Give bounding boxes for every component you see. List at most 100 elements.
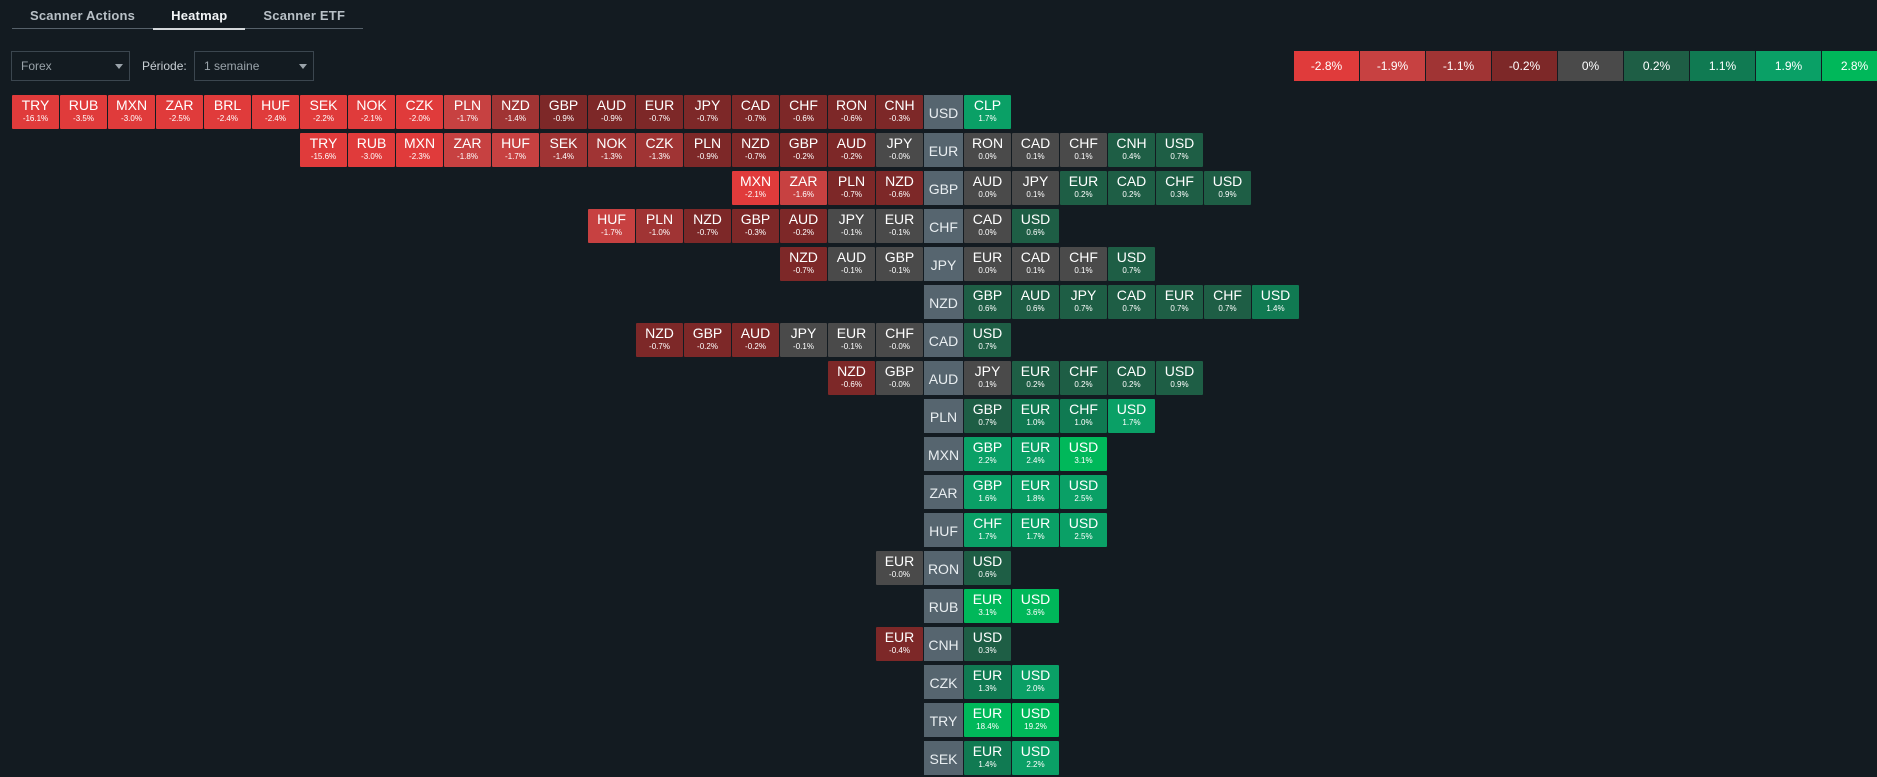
heatmap-cell[interactable]: CHF 1.0% — [1060, 399, 1107, 433]
heatmap-cell[interactable]: SEK -2.2% — [300, 95, 347, 129]
heatmap-cell[interactable]: EUR -0.0% — [876, 551, 923, 585]
heatmap-cell[interactable]: TRY -15.6% — [300, 133, 347, 167]
heatmap-cell[interactable]: SEK -1.4% — [540, 133, 587, 167]
heatmap-cell[interactable]: JPY 0.7% — [1060, 285, 1107, 319]
heatmap-cell[interactable]: NZD -0.6% — [828, 361, 875, 395]
heatmap-cell[interactable]: JPY -0.1% — [828, 209, 875, 243]
heatmap-cell[interactable]: CNH -0.3% — [876, 95, 923, 129]
heatmap-cell[interactable]: USD 0.3% — [964, 627, 1011, 661]
heatmap-cell[interactable]: HUF -2.4% — [252, 95, 299, 129]
heatmap-cell[interactable]: RUB -3.0% — [348, 133, 395, 167]
heatmap-cell[interactable]: EUR -0.1% — [828, 323, 875, 357]
heatmap-cell[interactable]: NZD -0.7% — [732, 133, 779, 167]
heatmap-cell[interactable]: USD 0.6% — [964, 551, 1011, 585]
heatmap-cell[interactable]: GBP -0.3% — [732, 209, 779, 243]
heatmap-cell[interactable]: PLN -0.9% — [684, 133, 731, 167]
heatmap-cell[interactable]: CHF 0.3% — [1156, 171, 1203, 205]
heatmap-cell[interactable]: EUR 18.4% — [964, 703, 1011, 737]
heatmap-cell[interactable]: PLN -1.0% — [636, 209, 683, 243]
heatmap-cell[interactable]: MXN -2.1% — [732, 171, 779, 205]
period-select[interactable]: 1 semaine — [194, 51, 314, 81]
heatmap-cell[interactable]: GBP -0.1% — [876, 247, 923, 281]
heatmap-cell[interactable]: EUR 3.1% — [964, 589, 1011, 623]
heatmap-cell[interactable]: ZAR -2.5% — [156, 95, 203, 129]
heatmap-cell[interactable]: USD 2.5% — [1060, 513, 1107, 547]
heatmap-cell[interactable]: NZD -0.7% — [684, 209, 731, 243]
heatmap-cell[interactable]: GBP 2.2% — [964, 437, 1011, 471]
heatmap-cell[interactable]: EUR 0.2% — [1060, 171, 1107, 205]
heatmap-cell[interactable]: CAD 0.2% — [1108, 171, 1155, 205]
heatmap-cell[interactable]: USD 0.7% — [964, 323, 1011, 357]
heatmap-cell[interactable]: CNH 0.4% — [1108, 133, 1155, 167]
heatmap-cell[interactable]: GBP 0.7% — [964, 399, 1011, 433]
heatmap-cell[interactable]: GBP 1.6% — [964, 475, 1011, 509]
heatmap-cell[interactable]: CHF -0.0% — [876, 323, 923, 357]
heatmap-cell[interactable]: EUR 0.7% — [1156, 285, 1203, 319]
heatmap-cell[interactable]: EUR -0.1% — [876, 209, 923, 243]
heatmap-cell[interactable]: RUB -3.5% — [60, 95, 107, 129]
tab-scanner-actions[interactable]: Scanner Actions — [30, 8, 136, 23]
heatmap-cell[interactable]: CAD 0.1% — [1012, 247, 1059, 281]
heatmap-cell[interactable]: USD 19.2% — [1012, 703, 1059, 737]
heatmap-cell[interactable]: HUF -1.7% — [588, 209, 635, 243]
heatmap-cell[interactable]: EUR 1.4% — [964, 741, 1011, 775]
tab-heatmap[interactable]: Heatmap — [153, 0, 246, 30]
heatmap-cell[interactable]: USD 2.2% — [1012, 741, 1059, 775]
heatmap-cell[interactable]: NZD -0.7% — [636, 323, 683, 357]
heatmap-cell[interactable]: CHF 0.1% — [1060, 133, 1107, 167]
heatmap-cell[interactable]: BRL -2.4% — [204, 95, 251, 129]
heatmap-cell[interactable]: AUD -0.2% — [780, 209, 827, 243]
heatmap-cell[interactable]: USD 2.0% — [1012, 665, 1059, 699]
heatmap-cell[interactable]: CAD 0.2% — [1108, 361, 1155, 395]
market-select[interactable]: Forex — [11, 51, 130, 81]
heatmap-cell[interactable]: CZK -1.3% — [636, 133, 683, 167]
heatmap-cell[interactable]: MXN -2.3% — [396, 133, 443, 167]
heatmap-cell[interactable]: NZD -0.6% — [876, 171, 923, 205]
heatmap-cell[interactable]: AUD -0.2% — [828, 133, 875, 167]
heatmap-cell[interactable]: USD 0.9% — [1156, 361, 1203, 395]
heatmap-cell[interactable]: ZAR -1.6% — [780, 171, 827, 205]
heatmap-cell[interactable]: EUR 0.2% — [1012, 361, 1059, 395]
heatmap-cell[interactable]: CZK -2.0% — [396, 95, 443, 129]
heatmap-cell[interactable]: GBP -0.9% — [540, 95, 587, 129]
heatmap-cell[interactable]: EUR 1.0% — [1012, 399, 1059, 433]
heatmap-cell[interactable]: CHF 0.1% — [1060, 247, 1107, 281]
heatmap-cell[interactable]: EUR -0.7% — [636, 95, 683, 129]
heatmap-cell[interactable]: NOK -1.3% — [588, 133, 635, 167]
heatmap-cell[interactable]: EUR 0.0% — [964, 247, 1011, 281]
heatmap-cell[interactable]: JPY 0.1% — [1012, 171, 1059, 205]
heatmap-cell[interactable]: CAD 0.7% — [1108, 285, 1155, 319]
heatmap-cell[interactable]: CHF 1.7% — [964, 513, 1011, 547]
heatmap-cell[interactable]: PLN -0.7% — [828, 171, 875, 205]
heatmap-cell[interactable]: GBP 0.6% — [964, 285, 1011, 319]
heatmap-cell[interactable]: AUD -0.9% — [588, 95, 635, 129]
heatmap-cell[interactable]: PLN -1.7% — [444, 95, 491, 129]
heatmap-cell[interactable]: CLP 1.7% — [964, 95, 1011, 129]
heatmap-cell[interactable]: CAD -0.7% — [732, 95, 779, 129]
heatmap-cell[interactable]: NOK -2.1% — [348, 95, 395, 129]
heatmap-cell[interactable]: EUR 1.7% — [1012, 513, 1059, 547]
heatmap-cell[interactable]: USD 1.7% — [1108, 399, 1155, 433]
heatmap-cell[interactable]: GBP -0.0% — [876, 361, 923, 395]
heatmap-cell[interactable]: CAD 0.1% — [1012, 133, 1059, 167]
heatmap-cell[interactable]: AUD 0.0% — [964, 171, 1011, 205]
heatmap-cell[interactable]: CHF 0.7% — [1204, 285, 1251, 319]
heatmap-cell[interactable]: USD 1.4% — [1252, 285, 1299, 319]
heatmap-cell[interactable]: JPY -0.7% — [684, 95, 731, 129]
heatmap-cell[interactable]: USD 2.5% — [1060, 475, 1107, 509]
heatmap-cell[interactable]: GBP -0.2% — [684, 323, 731, 357]
heatmap-cell[interactable]: USD 0.6% — [1012, 209, 1059, 243]
heatmap-cell[interactable]: USD 0.9% — [1204, 171, 1251, 205]
heatmap-cell[interactable]: RON 0.0% — [964, 133, 1011, 167]
heatmap-cell[interactable]: CHF 0.2% — [1060, 361, 1107, 395]
heatmap-cell[interactable]: NZD -1.4% — [492, 95, 539, 129]
heatmap-cell[interactable]: EUR 1.8% — [1012, 475, 1059, 509]
heatmap-cell[interactable]: AUD -0.1% — [828, 247, 875, 281]
heatmap-cell[interactable]: EUR 1.3% — [964, 665, 1011, 699]
heatmap-cell[interactable]: AUD 0.6% — [1012, 285, 1059, 319]
heatmap-cell[interactable]: RON -0.6% — [828, 95, 875, 129]
heatmap-cell[interactable]: JPY -0.0% — [876, 133, 923, 167]
heatmap-cell[interactable]: CAD 0.0% — [964, 209, 1011, 243]
heatmap-cell[interactable]: GBP -0.2% — [780, 133, 827, 167]
heatmap-cell[interactable]: AUD -0.2% — [732, 323, 779, 357]
